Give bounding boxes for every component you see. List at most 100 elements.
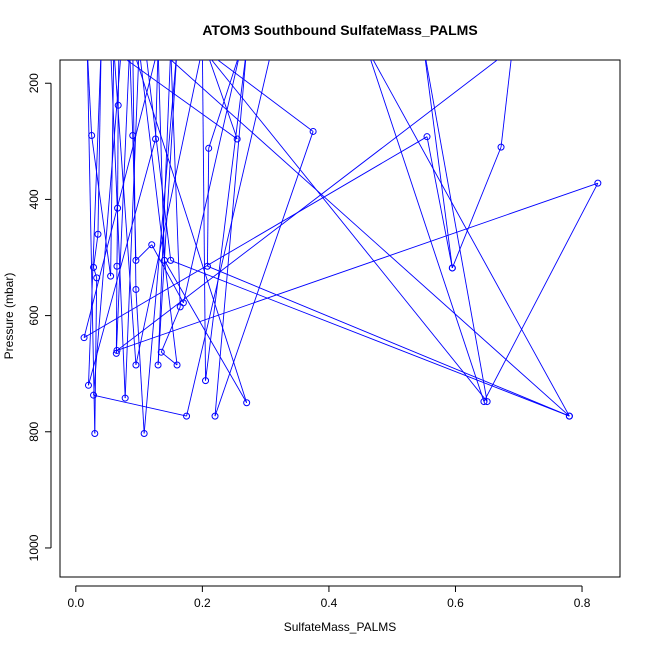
- data-point: [84, 381, 92, 389]
- series-segment: [116, 182, 598, 351]
- data-point: [88, 132, 96, 140]
- data-point: [594, 179, 602, 187]
- series-segment: [157, 60, 177, 365]
- data-point: [203, 262, 211, 270]
- series-segment: [146, 60, 172, 261]
- series-segment: [426, 136, 453, 269]
- data-point: [423, 133, 431, 141]
- series-segment: [186, 60, 270, 417]
- series-segment: [143, 60, 177, 434]
- data-point: [448, 264, 456, 272]
- data-point: [94, 230, 102, 238]
- series-segment: [140, 60, 178, 366]
- data-point: [243, 399, 251, 407]
- series-segment: [182, 60, 239, 303]
- series-segment: [164, 260, 248, 403]
- x-tick-label: 0.0: [67, 596, 84, 610]
- data-point: [173, 361, 181, 369]
- data-point: [152, 135, 160, 143]
- data-point: [205, 144, 213, 152]
- data-point: [114, 204, 122, 212]
- series-segment: [135, 244, 153, 261]
- y-axis-label: Pressure (mbar): [2, 273, 16, 360]
- y-axis: 200 400 600 800 1000: [27, 73, 52, 561]
- y-tick-label: 1000: [27, 534, 41, 561]
- series-segment: [217, 60, 314, 132]
- series-segment: [110, 60, 126, 399]
- series-segment: [93, 394, 187, 417]
- series-segment: [372, 60, 570, 417]
- data-point: [233, 135, 241, 143]
- series-segment: [155, 60, 159, 140]
- series-segment: [93, 234, 99, 268]
- data-point: [211, 412, 219, 420]
- x-tick-label: 0.6: [447, 596, 464, 610]
- series-segment: [136, 60, 248, 403]
- x-tick-label: 0.8: [574, 596, 591, 610]
- series-segment: [83, 60, 156, 338]
- x-axis: 0.0 0.2 0.4 0.6 0.8: [67, 585, 591, 610]
- series-segment: [209, 60, 238, 140]
- series-segment: [115, 60, 130, 354]
- series-segment: [500, 60, 512, 148]
- data-point: [132, 361, 140, 369]
- series-segment: [94, 277, 98, 434]
- series-segment: [117, 105, 119, 209]
- y-tick-label: 600: [27, 305, 41, 325]
- series-segment: [483, 182, 599, 402]
- series-segment: [160, 306, 181, 353]
- chart-title: ATOM3 Southbound SulfateMass_PALMS: [202, 22, 477, 38]
- series-segment: [208, 60, 238, 149]
- data-point: [480, 398, 488, 406]
- x-axis-label: SulfateMass_PALMS: [284, 620, 397, 634]
- series-segment: [211, 60, 488, 402]
- x-tick-label: 0.2: [194, 596, 211, 610]
- series-segment: [151, 244, 184, 304]
- data-point: [90, 263, 98, 271]
- series-segment: [424, 60, 453, 269]
- data-point: [309, 127, 317, 135]
- data-point: [90, 391, 98, 399]
- series-segment: [206, 148, 210, 267]
- series-clip-group: [80, 60, 602, 438]
- series-segment: [97, 60, 102, 235]
- data-point: [132, 256, 140, 264]
- data-point: [93, 274, 101, 282]
- data-point: [483, 398, 491, 406]
- series-segment: [214, 131, 314, 417]
- data-point: [183, 412, 191, 420]
- data-point: [91, 430, 99, 438]
- series-segment: [93, 267, 98, 278]
- data-point: [176, 303, 184, 311]
- series-segment: [205, 60, 246, 381]
- data-point: [497, 143, 505, 151]
- data-point: [148, 241, 156, 249]
- series-segment: [370, 60, 485, 402]
- series-segment: [91, 135, 112, 277]
- data-point: [154, 361, 162, 369]
- series-segment: [129, 60, 134, 136]
- series-segment: [93, 60, 121, 396]
- series-segment: [87, 60, 93, 136]
- series-segment: [88, 60, 102, 386]
- data-point: [112, 349, 120, 357]
- data-point: [121, 394, 129, 402]
- data-point: [113, 346, 121, 354]
- series-segment: [135, 60, 201, 366]
- x-tick-label: 0.4: [321, 596, 338, 610]
- data-point: [202, 377, 210, 385]
- data-point: [113, 262, 121, 270]
- series-segment: [170, 259, 570, 417]
- series-segment: [451, 146, 502, 269]
- series-segment: [83, 136, 428, 339]
- series-segment: [88, 138, 156, 386]
- y-tick-label: 200: [27, 73, 41, 93]
- y-tick-label: 800: [27, 421, 41, 441]
- data-point: [565, 412, 573, 420]
- series-segment: [124, 60, 140, 399]
- data-point: [140, 430, 148, 438]
- data-point: [80, 334, 88, 342]
- plot-box: [59, 59, 621, 578]
